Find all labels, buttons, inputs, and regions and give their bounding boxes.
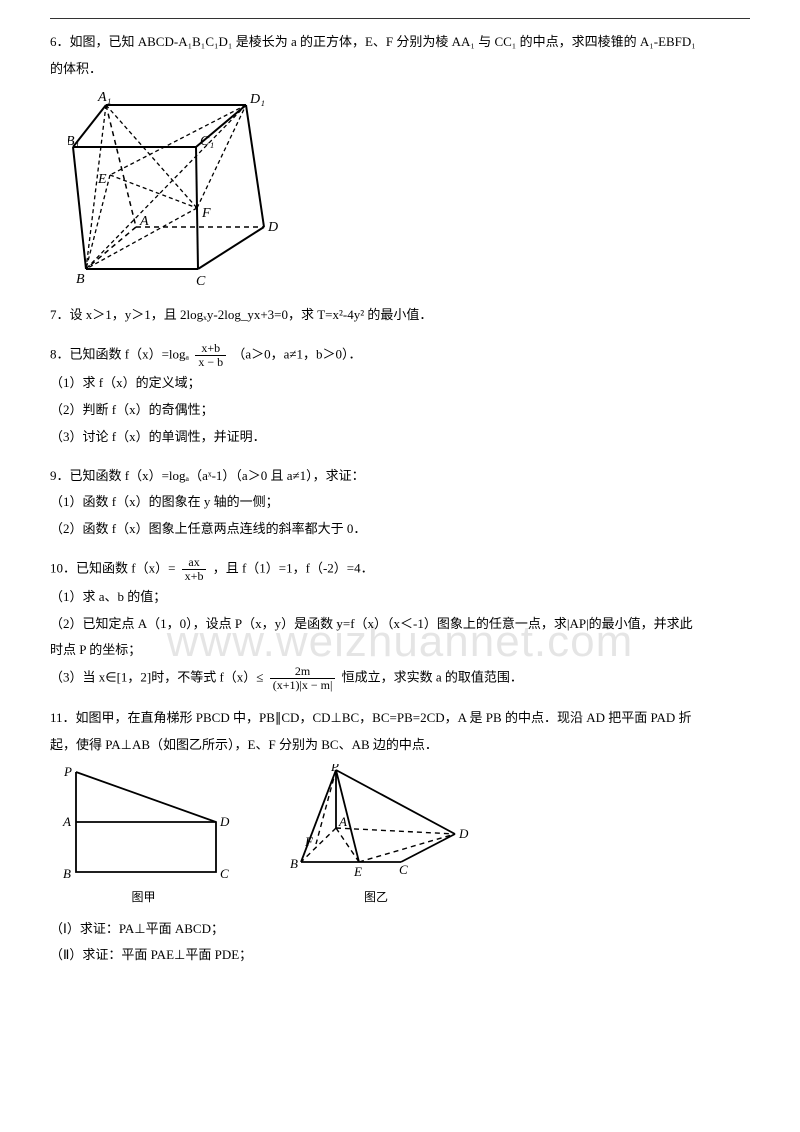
p10-s1: （1）求 a、b 的值；: [50, 585, 750, 610]
problem-9: 9．已知函数 f（x）=logₐ（aˣ-1）（a＞0 且 a≠1），求证： （1…: [50, 464, 750, 542]
lbl-F: F: [201, 206, 211, 221]
p7-text: 7．设 x＞1，y＞1，且 2logₓy-2log_yx+3=0，求 T=x²-…: [50, 303, 750, 328]
p10-frac1-num: ax: [182, 556, 207, 570]
lbl-B1: B₁: [68, 134, 79, 149]
lbl-D1: D₁: [249, 92, 265, 107]
p10-head: 10．已知函数 f（x）= ax x+b ，且 f（1）=1，f（-2）=4．: [50, 556, 750, 583]
p9-head: 9．已知函数 f（x）=logₐ（aˣ-1）（a＞0 且 a≠1），求证：: [50, 464, 750, 489]
p8-frac-num: x+b: [195, 342, 226, 356]
p10-frac2-den: (x+1)|x − m|: [270, 679, 336, 692]
lbl2-F: F: [304, 834, 314, 849]
p10-frac2-num: 2m: [270, 665, 336, 679]
lbl-C: C: [196, 274, 206, 289]
lbl-E: E: [97, 172, 107, 187]
lbl2-P: P: [330, 764, 339, 774]
problem-10: 10．已知函数 f（x）= ax x+b ，且 f（1）=1，f（-2）=4． …: [50, 556, 750, 693]
cap-yi: 图乙: [364, 886, 388, 909]
p8-frac: x+b x − b: [195, 342, 226, 369]
problem-7: 7．设 x＞1，y＞1，且 2logₓy-2log_yx+3=0，求 T=x²-…: [50, 303, 750, 328]
p8-s1: （1）求 f（x）的定义域；: [50, 371, 750, 396]
p10-head-a: 10．已知函数 f（x）=: [50, 560, 175, 575]
lbl2-A: A: [338, 814, 347, 829]
lbl2-C: C: [399, 862, 408, 877]
p8-head-a: 8．已知函数 f（x）=logₐ: [50, 347, 189, 362]
lbl-A: A: [139, 214, 149, 229]
p9-s2: （2）函数 f（x）图象上任意两点连线的斜率都大于 0．: [50, 517, 750, 542]
p10-s3: （3）当 x∈[1，2]时，不等式 f（x）≤ 2m (x+1)|x − m| …: [50, 665, 750, 692]
lbl-D: D: [267, 220, 278, 235]
problem-6: 6．如图，已知 ABCD-A₁B₁C₁D₁ 是棱长为 a 的正方体，E、F 分别…: [50, 30, 750, 289]
p9-s1: （1）函数 f（x）的图象在 y 轴的一侧；: [50, 490, 750, 515]
p8-s3: （3）讨论 f（x）的单调性，并证明．: [50, 425, 750, 450]
fig-jia: P A D B C 图甲: [56, 764, 231, 909]
lbl2-E: E: [353, 864, 362, 879]
p10-s2b: 时点 P 的坐标；: [50, 638, 750, 663]
top-rule: [50, 18, 750, 19]
cube-figure: A₁ D₁ B₁ C₁ E A F D B C: [68, 89, 750, 289]
p11-line2: 起，使得 PA⊥AB（如图乙所示），E、F 分别为 BC、AB 边的中点．: [50, 733, 750, 758]
p10-s3a: （3）当 x∈[1，2]时，不等式 f（x）≤: [50, 670, 263, 685]
lbl-B: B: [76, 272, 85, 287]
lbl-P: P: [63, 764, 72, 779]
p8-s2: （2）判断 f（x）的奇偶性；: [50, 398, 750, 423]
p8-frac-den: x − b: [195, 356, 226, 369]
p10-s2: （2）已知定点 A（1，0），设点 P（x，y）是函数 y=f（x）（x＜-1）…: [50, 612, 750, 637]
problem-8: 8．已知函数 f（x）=logₐ x+b x − b （a＞0，a≠1，b＞0）…: [50, 342, 750, 449]
p11-figures: P A D B C 图甲: [56, 764, 750, 909]
lbl2-D: D: [458, 826, 469, 841]
fig-yi: P A D B C E F 图乙: [281, 764, 471, 909]
problem-11: 11．如图甲，在直角梯形 PBCD 中，PB∥CD，CD⊥BC，BC=PB=2C…: [50, 706, 750, 968]
p10-frac2: 2m (x+1)|x − m|: [270, 665, 336, 692]
p8-head: 8．已知函数 f（x）=logₐ x+b x − b （a＞0，a≠1，b＞0）…: [50, 342, 750, 369]
lbl2-B: B: [290, 856, 298, 871]
p11-line1: 11．如图甲，在直角梯形 PBCD 中，PB∥CD，CD⊥BC，BC=PB=2C…: [50, 706, 750, 731]
p11-q2: （Ⅱ）求证：平面 PAE⊥平面 PDE；: [50, 943, 750, 968]
p10-frac1-den: x+b: [182, 570, 207, 583]
lbl-A1: A₁: [97, 90, 111, 105]
p6-line1: 6．如图，已知 ABCD-A₁B₁C₁D₁ 是棱长为 a 的正方体，E、F 分别…: [50, 30, 750, 55]
lbl-A: A: [62, 814, 71, 829]
p11-q1: （Ⅰ）求证：PA⊥平面 ABCD；: [50, 917, 750, 942]
p6-line2: 的体积．: [50, 57, 750, 82]
lbl-C1: C₁: [200, 134, 214, 149]
p10-frac1: ax x+b: [182, 556, 207, 583]
p10-head-b: ，且 f（1）=1，f（-2）=4．: [213, 560, 374, 575]
lbl-C: C: [220, 866, 229, 881]
lbl-D: D: [219, 814, 230, 829]
lbl-B: B: [63, 866, 71, 881]
cap-jia: 图甲: [131, 886, 155, 909]
p10-s3b: 恒成立，求实数 a 的取值范围．: [342, 670, 523, 685]
p8-head-b: （a＞0，a≠1，b＞0）．: [232, 347, 361, 362]
